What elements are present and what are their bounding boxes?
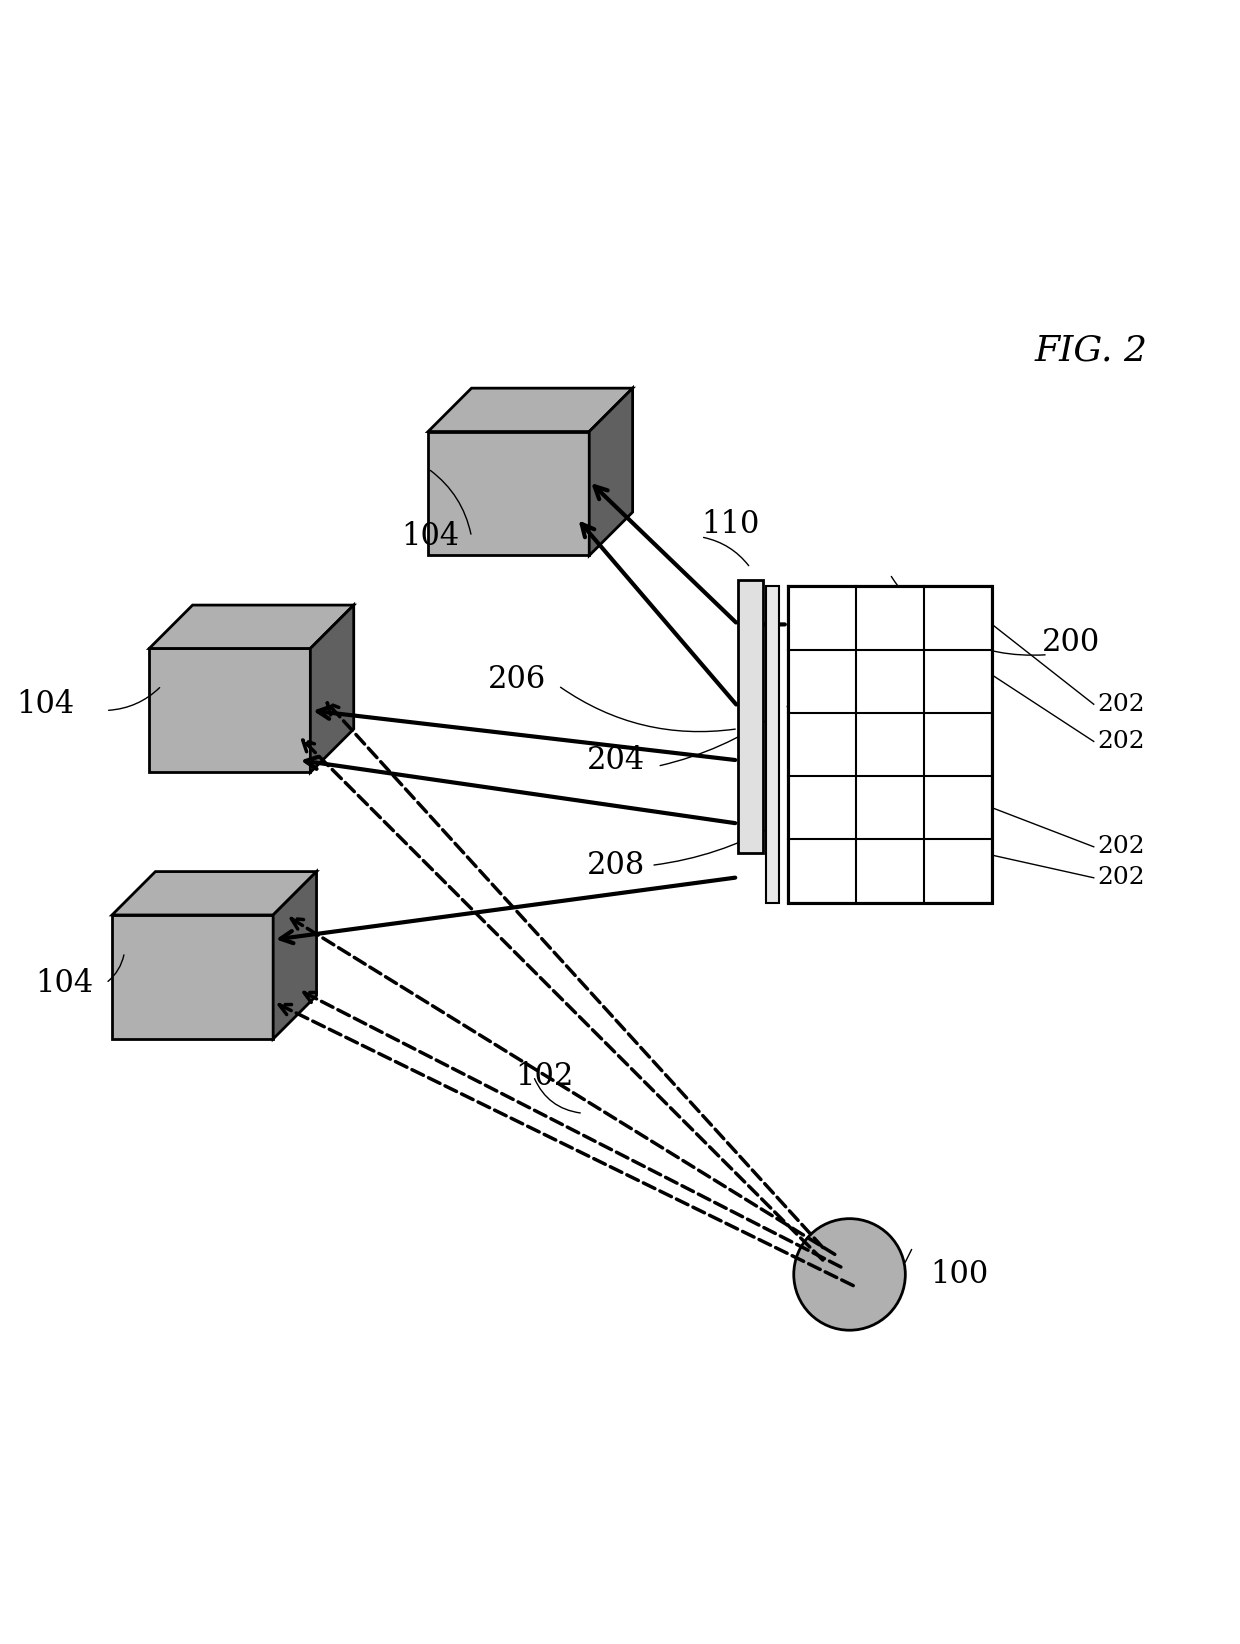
Text: 202: 202 <box>1097 866 1145 889</box>
Polygon shape <box>766 587 779 903</box>
Text: 202: 202 <box>1097 692 1145 715</box>
Text: 104: 104 <box>35 968 93 998</box>
Text: 104: 104 <box>16 689 74 720</box>
Text: 100: 100 <box>930 1259 988 1291</box>
Text: 104: 104 <box>401 521 459 552</box>
Text: 200: 200 <box>1042 626 1100 658</box>
Text: 202: 202 <box>1097 835 1145 858</box>
Polygon shape <box>428 431 589 556</box>
Text: 204: 204 <box>587 745 645 776</box>
Text: 202: 202 <box>1097 730 1145 753</box>
Text: 110: 110 <box>701 510 759 539</box>
Polygon shape <box>112 871 316 916</box>
Text: 208: 208 <box>587 850 645 881</box>
Polygon shape <box>112 916 273 1039</box>
Text: 206: 206 <box>487 664 546 695</box>
Text: 102: 102 <box>515 1060 573 1092</box>
Polygon shape <box>149 648 310 773</box>
Polygon shape <box>589 388 632 556</box>
Polygon shape <box>787 587 992 903</box>
Circle shape <box>794 1218 905 1330</box>
Polygon shape <box>738 580 763 853</box>
Polygon shape <box>273 871 316 1039</box>
Polygon shape <box>428 388 632 431</box>
Polygon shape <box>149 605 353 648</box>
Text: FIG. 2: FIG. 2 <box>1034 334 1148 368</box>
Polygon shape <box>310 605 353 773</box>
